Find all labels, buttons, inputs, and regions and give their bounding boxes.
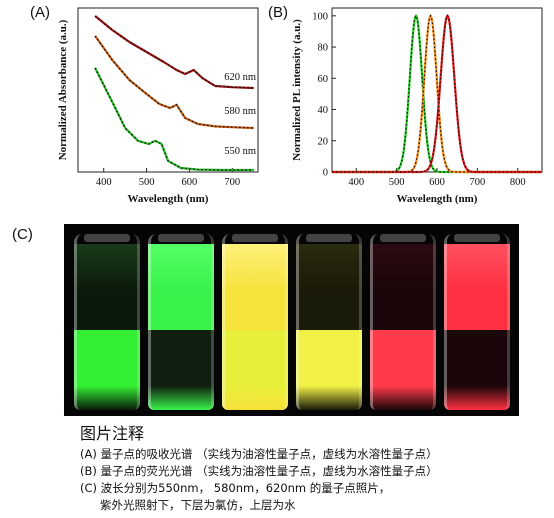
x-tick-label: 800 [510,177,526,188]
vial-lower-layer [222,330,288,410]
y-tick-label: 80 [318,43,329,54]
caption-title: 图片注释 [80,424,145,443]
caption-line-a: (A) 量子点的吸收光谱 （实线为油溶性量子点，虚线为水溶性量子点） [80,447,438,461]
absorbance-series-solid [94,15,254,90]
vial-upper-layer [444,244,510,330]
y-axis-label: Normalized PL intensity (a.u.) [291,19,303,161]
vial-cap [232,234,278,242]
series-label: 580 nm [224,106,256,117]
x-tick-label: 700 [470,177,486,188]
vial-upper-layer [296,244,362,330]
vial-upper-layer [222,244,288,330]
vial-upper-layer [148,244,214,330]
vial-cap [306,234,352,242]
x-axis-label: Wavelength (nm) [397,193,478,205]
vial [74,234,140,410]
vial-cap [84,234,130,242]
caption-line-b: (B) 量子点的荧光光谱 （实线为油溶性量子点，虚线为水溶性量子点） [80,464,438,478]
vial-glass [370,234,436,410]
series-label: 550 nm [224,146,256,157]
panel-b-label: (B) [268,4,288,21]
y-tick-label: 0 [323,168,328,179]
vial-upper-layer [74,244,140,330]
caption-line-c1: (C) 波长分别为550nm， 580nm，620nm 的量子点照片， [80,481,391,495]
panel-c-label: (C) [12,226,33,243]
caption-line-c2: 紫外光照射下，下层为氯仿，上层为水 [100,498,296,512]
absorbance-series-dotted [94,35,254,129]
y-tick-label: 60 [318,74,329,85]
vial [222,234,288,410]
x-tick-label: 600 [182,177,198,188]
vial-glass [74,234,140,410]
vial-cap [454,234,500,242]
vial [148,234,214,410]
vial-lower-layer [148,330,214,410]
pl-series-dotted [332,14,542,173]
y-tick-label: 40 [318,105,329,116]
x-tick-label: 700 [224,177,240,188]
y-tick-label: 100 [312,11,328,22]
x-tick-label: 500 [389,177,405,188]
vial [370,234,436,410]
vial [444,234,510,410]
vial-lower-layer [370,330,436,410]
x-tick-label: 400 [348,177,364,188]
y-axis-label: Normalized Absorbance (a.u.) [57,19,69,160]
pl-series-solid [332,13,542,174]
panel-a-label: (A) [30,4,50,21]
vial-upper-layer [370,244,436,330]
series-label: 620 nm [224,72,256,83]
vial-cap [158,234,204,242]
x-tick-label: 500 [139,177,155,188]
vial-lower-layer [74,330,140,410]
quantum-dot-vials-photo [64,224,519,416]
vial-glass [296,234,362,410]
vial-glass [222,234,288,410]
vial-cap [380,234,426,242]
y-tick-label: 20 [318,136,329,147]
absorbance-series-dotted [94,67,254,171]
vial-lower-layer [444,330,510,410]
x-tick-label: 600 [429,177,445,188]
absorbance-chart: 400 500 600 700 Wavelength (nm) Normalized Ab… [57,7,259,205]
plot-frame [77,7,259,173]
pl-intensity-chart: 400 500 600 700 800 0 20 40 60 80 100 Wavelength (n… [291,7,543,205]
x-tick-label: 400 [96,177,112,188]
vial-glass [444,234,510,410]
vial-glass [148,234,214,410]
vial-lower-layer [296,330,362,410]
vial [296,234,362,410]
x-axis-label: Wavelength (nm) [128,193,209,205]
